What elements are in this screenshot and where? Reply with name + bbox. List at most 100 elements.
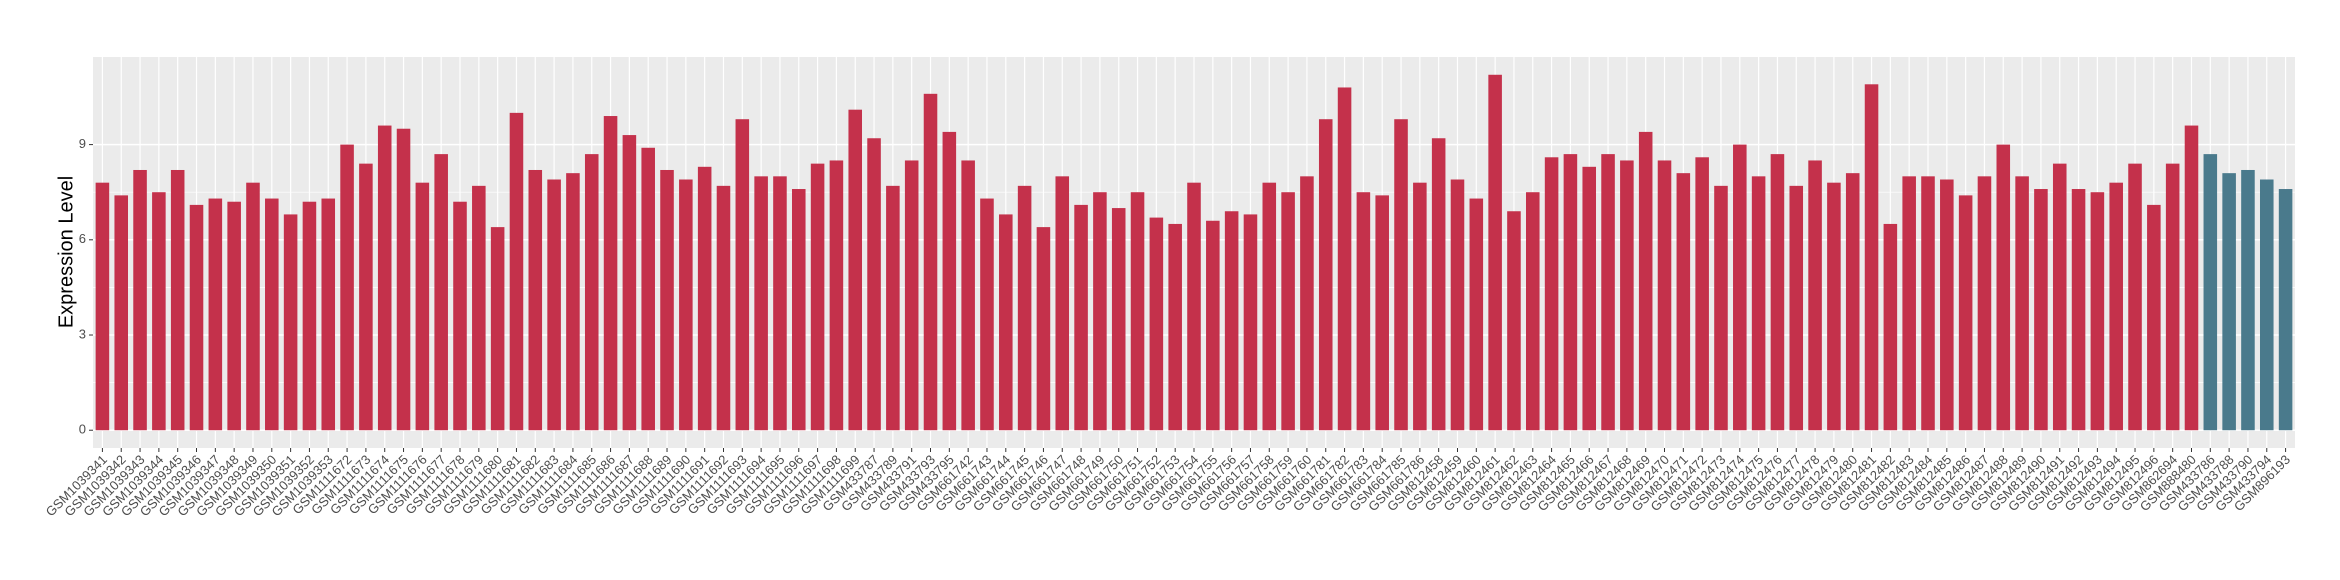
bar [2109,182,2123,431]
bar [95,182,110,431]
bar [265,198,279,431]
bar [1469,198,1484,431]
bar [1883,223,1898,431]
bar [999,214,1013,431]
bar [1695,157,1709,431]
bar [340,144,354,431]
bar [396,128,411,431]
bar [1977,176,1992,431]
bar [415,182,430,431]
bar [2015,176,2029,431]
bar [1770,154,1785,431]
bar [1958,195,1973,431]
bar [1921,176,1935,431]
bar [472,185,486,431]
y-tick-label: 9 [79,136,86,151]
bar [584,154,599,431]
bar [1111,208,1126,431]
bar [867,138,881,431]
bar [735,119,750,431]
y-tick-label: 0 [79,422,86,437]
bar [1149,217,1164,431]
bar [1676,173,1691,431]
bar [1413,182,1427,431]
bar [1130,192,1145,431]
bar [2090,192,2105,431]
bar [1638,131,1653,431]
bar [810,163,825,431]
bar [1808,160,1822,431]
bar [2165,163,2180,431]
bar [1845,173,1860,431]
bar [453,201,467,431]
bar [660,169,674,431]
bar [2222,173,2236,431]
bar [133,169,147,431]
bar [791,189,806,431]
bar [2034,189,2048,431]
y-axis-label: Expression Level [55,176,77,328]
bar [227,201,241,431]
bar [114,195,129,431]
y-tick-label: 3 [79,326,86,341]
bar [1827,182,1841,431]
bar [1431,138,1446,431]
bar [1563,154,1578,431]
bar [1243,214,1258,431]
bar [246,182,260,431]
bar [1601,154,1615,431]
bar [189,204,204,431]
bar [1789,185,1804,431]
bar [2278,189,2293,431]
bar [1733,144,1747,431]
bar [2203,154,2218,431]
bar [2184,125,2199,431]
bar [2147,204,2161,431]
bar [1093,192,1107,431]
bar [1544,157,1559,431]
bar [1281,192,1295,431]
bar [1187,182,1201,431]
bar [829,160,844,431]
bar [1224,211,1239,431]
bar [170,169,185,431]
bar [321,198,336,431]
bar [1714,185,1728,431]
bar [1996,144,2011,431]
bar [942,131,957,431]
bar [980,198,994,431]
bar [1055,176,1070,431]
bar [152,192,166,431]
bar [1488,74,1502,431]
bar [1525,192,1540,431]
bar [1657,160,1672,431]
bar [1902,176,1916,431]
bar [377,125,392,431]
bar [716,185,731,431]
bar [2052,163,2067,431]
bar [2128,163,2142,431]
bar [848,109,863,431]
bar [754,176,768,431]
bar [2259,179,2274,431]
bar [1318,119,1333,431]
bar [1356,192,1371,431]
bar [490,227,505,431]
bar [1074,204,1088,431]
bar [886,185,900,431]
bar [679,179,693,431]
bar [547,179,561,431]
bar [697,166,712,431]
bar [1620,160,1634,431]
bar [528,169,543,431]
bar [566,173,580,431]
bar [359,163,373,431]
bar [1582,166,1597,431]
bar [641,147,655,431]
bar [1206,220,1220,431]
y-tick-label: 6 [79,231,86,246]
bar [1337,87,1352,431]
bar [1375,195,1389,431]
bar [1036,227,1051,431]
bar [1262,182,1277,431]
